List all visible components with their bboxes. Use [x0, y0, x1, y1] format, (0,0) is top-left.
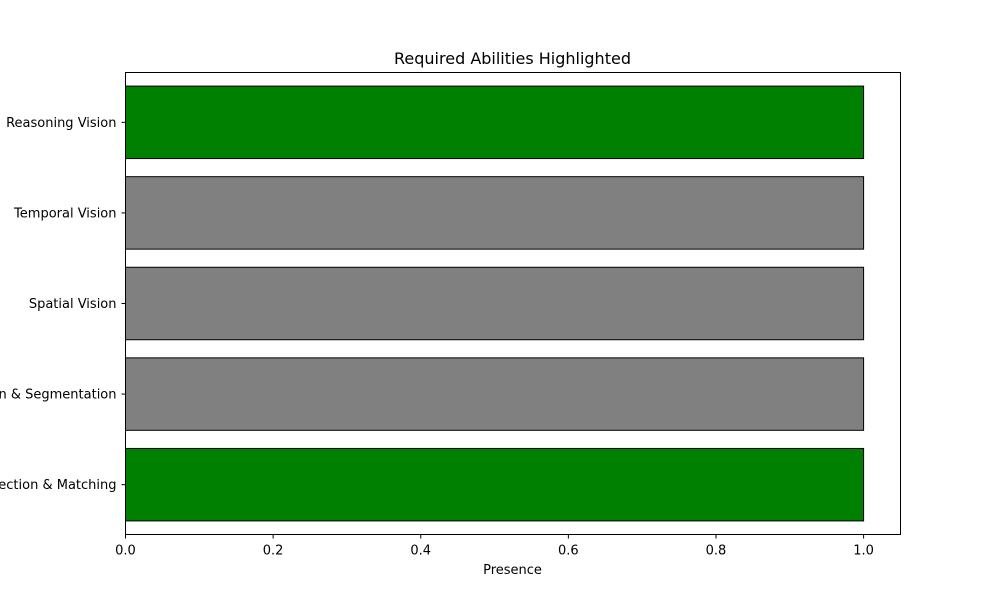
- bar: [125, 176, 865, 250]
- x-axis-label: Presence: [483, 563, 542, 578]
- x-tick-label: 0.2: [263, 544, 284, 559]
- chart-title: Required Abilities Highlighted: [394, 49, 631, 68]
- y-tick-label: Spatial Vision: [29, 297, 117, 312]
- x-axis-ticks: 0.0 0.2 0.4 0.6 0.8 1.0: [115, 534, 874, 559]
- bar: [125, 357, 865, 431]
- y-tick-label: Temporal Vision: [13, 206, 116, 221]
- bar: [125, 447, 865, 522]
- y-tick-label: Recognition & Segmentation: [0, 388, 117, 403]
- y-tick-label: Detection & Matching: [0, 478, 117, 493]
- x-tick-label: 0.4: [410, 544, 431, 559]
- x-tick-label: 1.0: [853, 544, 874, 559]
- y-axis-ticks: Detection & Matching Recognition & Segmen…: [0, 116, 126, 493]
- bars-layer: [125, 85, 865, 522]
- x-tick-label: 0.8: [706, 544, 727, 559]
- y-tick-label: Reasoning Vision: [6, 116, 116, 131]
- x-tick-label: 0.6: [558, 544, 579, 559]
- x-tick-label: 0.0: [115, 544, 136, 559]
- bar: [125, 85, 865, 160]
- bar: [125, 266, 865, 341]
